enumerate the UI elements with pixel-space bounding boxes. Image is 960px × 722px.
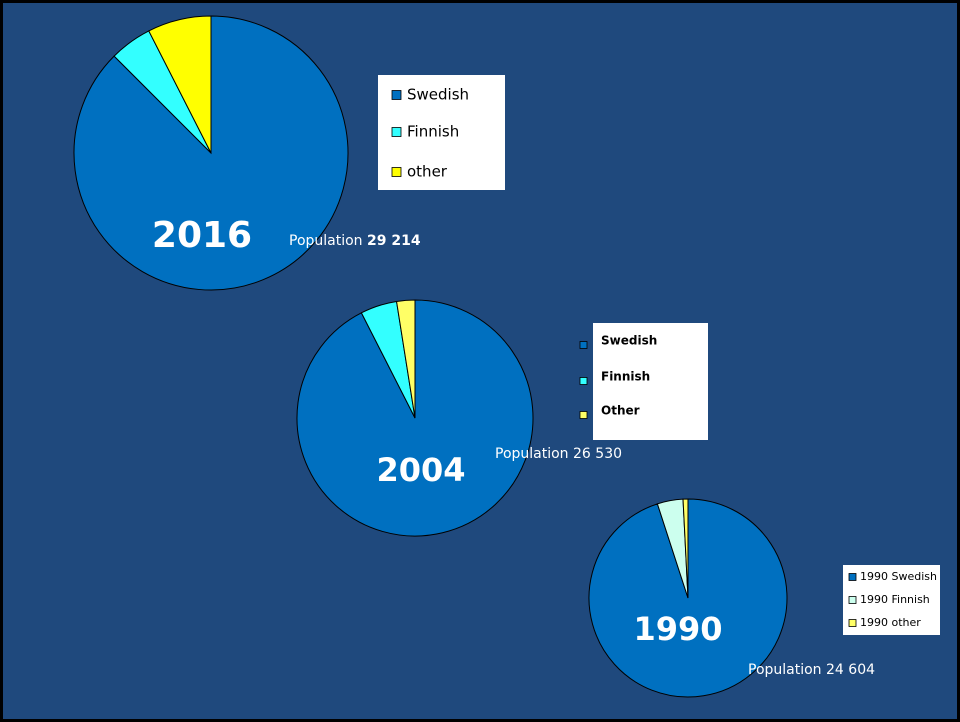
- legend-marker: [848, 573, 857, 581]
- population-label: Population 29 214: [289, 233, 421, 249]
- pie-slice: [395, 299, 416, 419]
- pie-slice: [682, 498, 689, 599]
- legend-label: Swedish: [601, 334, 657, 348]
- population-value: 26 530: [573, 446, 622, 462]
- legend-label: 1990 other: [860, 616, 921, 629]
- legend-label: Other: [601, 404, 640, 418]
- population-label: Population 24 604: [748, 662, 875, 678]
- population-label-text: Population: [748, 662, 822, 678]
- population-label-text: Population: [495, 446, 569, 462]
- population-value: 29 214: [367, 233, 421, 249]
- legend-label: Swedish: [407, 86, 469, 104]
- legend-label: 1990 Swedish: [860, 570, 937, 583]
- pie-slice: [73, 15, 349, 291]
- legend-marker: [579, 341, 588, 349]
- legend-label: 1990 Finnish: [860, 593, 930, 606]
- year-label: 2004: [376, 451, 465, 489]
- legend-marker: [391, 167, 402, 177]
- legend-marker: [391, 127, 402, 137]
- legend-label: other: [407, 163, 448, 181]
- year-label: 1990: [633, 610, 722, 648]
- legend-marker: [848, 619, 857, 627]
- pie-slice: [148, 15, 212, 154]
- legend-marker: [579, 377, 588, 385]
- legend-box: [843, 565, 940, 635]
- year-label: 2016: [152, 215, 252, 256]
- legend-marker: [391, 90, 402, 100]
- legend-marker: [848, 596, 857, 604]
- population-label: Population 26 530: [495, 446, 622, 462]
- population-label-text: Population: [289, 233, 363, 249]
- legend-label: Finnish: [601, 370, 650, 384]
- legend-label: Finnish: [407, 123, 459, 141]
- legend-marker: [579, 411, 588, 419]
- population-value: 24 604: [826, 662, 875, 678]
- legend-box: [593, 323, 708, 440]
